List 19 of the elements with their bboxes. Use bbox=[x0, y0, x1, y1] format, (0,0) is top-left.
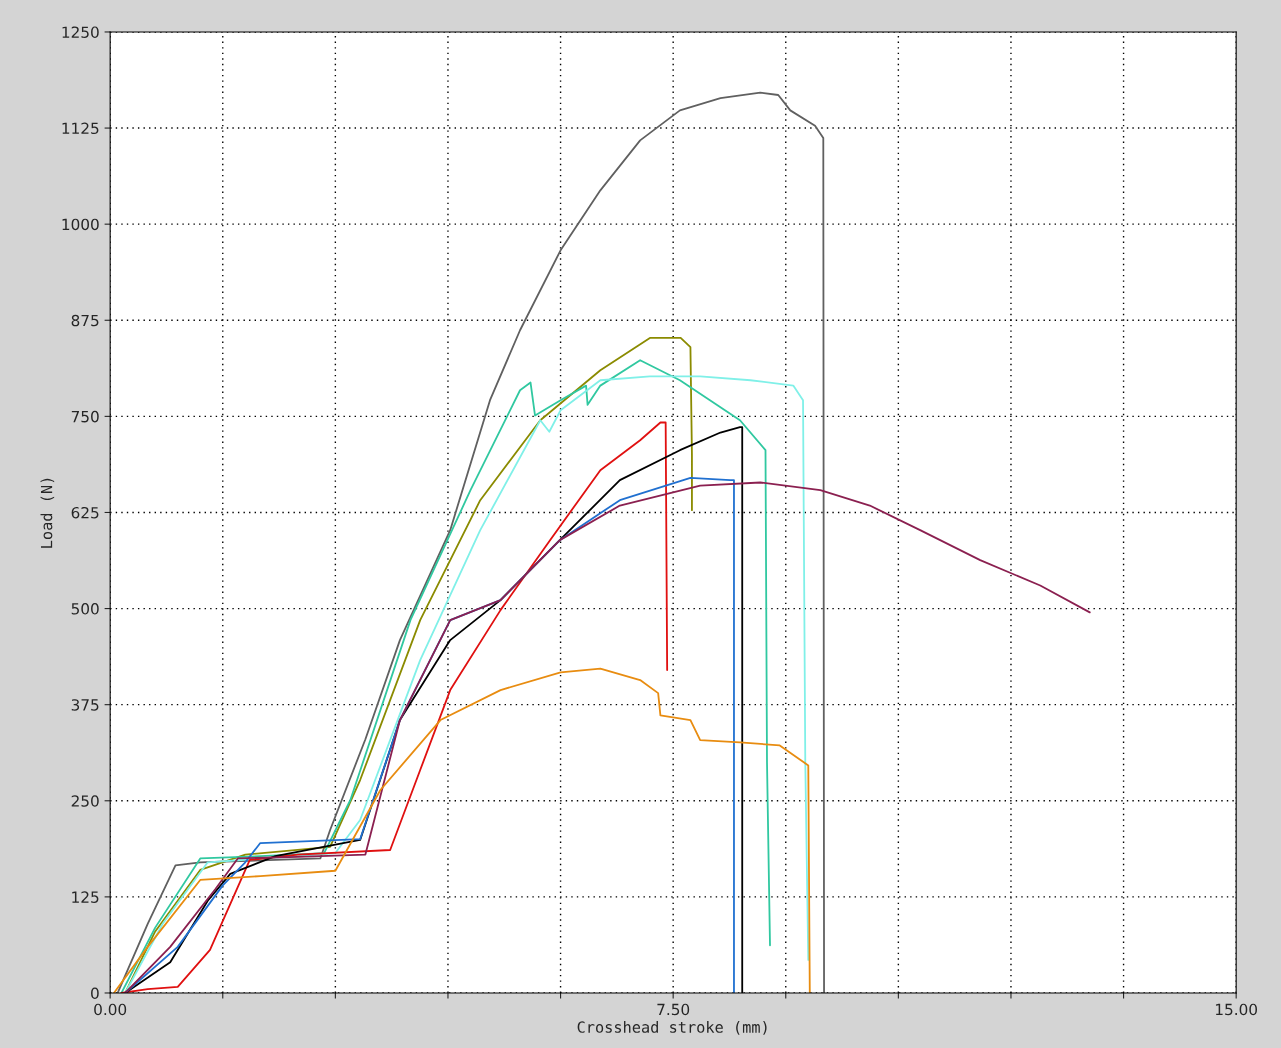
x-tick-label: 7.50 bbox=[657, 1003, 690, 1016]
y-axis-title: Load (N) bbox=[40, 478, 55, 548]
line-series bbox=[124, 481, 1091, 993]
y-tick-label: 1125 bbox=[62, 122, 99, 135]
y-tick-label: 0 bbox=[91, 987, 99, 999]
y-tick-label: 625 bbox=[71, 506, 99, 519]
x-axis-title: Crosshead stroke (mm) bbox=[577, 1021, 767, 1035]
y-tick-label: 500 bbox=[71, 603, 99, 615]
y-tick-label: 250 bbox=[71, 795, 99, 807]
y-tick-label: 875 bbox=[71, 314, 99, 327]
y-tick-label: 125 bbox=[72, 891, 99, 903]
line-series bbox=[113, 667, 811, 993]
x-tick-label: 15.00 bbox=[1215, 1003, 1258, 1016]
y-tick-label: 375 bbox=[71, 699, 99, 711]
x-tick-label: 0.00 bbox=[94, 1003, 127, 1016]
line-series bbox=[116, 91, 825, 993]
y-tick-label: 1000 bbox=[62, 218, 99, 231]
y-tick-label: 750 bbox=[71, 410, 99, 423]
y-tick-label: 1250 bbox=[62, 26, 99, 38]
